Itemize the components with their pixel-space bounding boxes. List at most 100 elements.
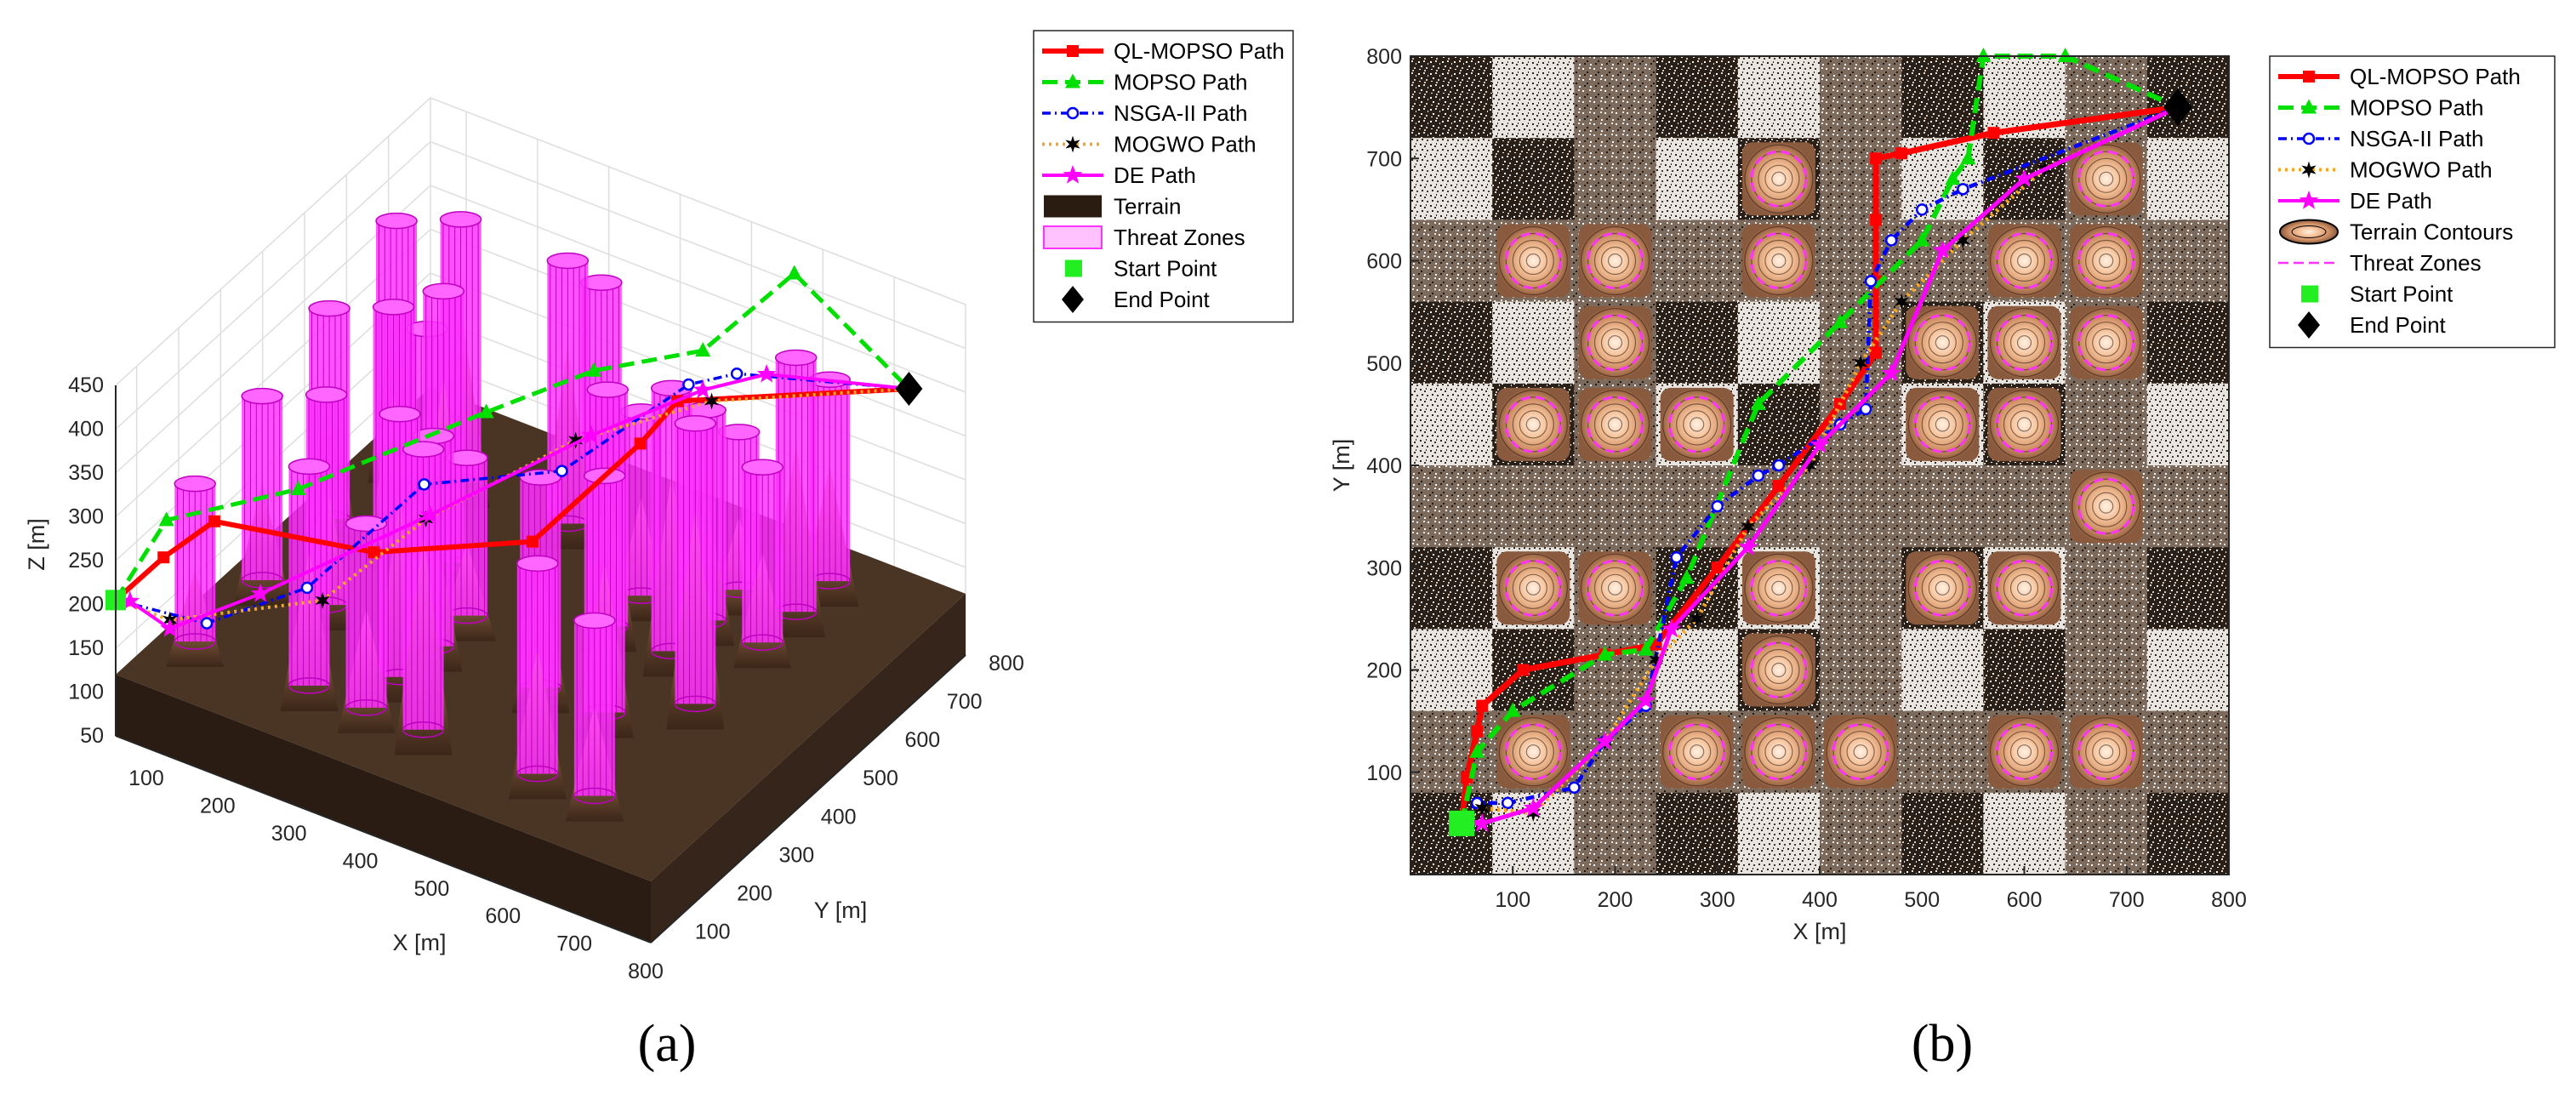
threat-zone-circle bbox=[2077, 232, 2135, 289]
threat-zone bbox=[1578, 224, 1652, 298]
terrain-contour-ring bbox=[1764, 164, 1793, 193]
terrain-contour-ring bbox=[1498, 717, 1568, 787]
terrain-contour-ring bbox=[1525, 417, 1541, 432]
terrain-contour-ring bbox=[1519, 246, 1547, 276]
y-tick-label: 100 bbox=[1366, 761, 1402, 785]
legend-marker bbox=[1065, 135, 1080, 153]
threat-zone-circle bbox=[1913, 559, 1971, 617]
y-axis-label-b: Y [m] bbox=[1329, 439, 1354, 493]
terrain-tile bbox=[1492, 138, 1575, 220]
terrain-contour-ring bbox=[1600, 573, 1630, 602]
terrain-mound bbox=[1906, 387, 1980, 461]
path-2d-marker bbox=[1802, 457, 1817, 474]
terrain-contour-ring bbox=[2009, 246, 2039, 276]
terrain-mound bbox=[1496, 551, 1570, 625]
terrain-contour-ring bbox=[1839, 731, 1882, 773]
terrain-contour-ring bbox=[2085, 485, 2128, 527]
path-3d-marker bbox=[786, 265, 802, 280]
terrain-mound bbox=[1660, 387, 1734, 461]
path-2d-marker bbox=[1472, 812, 1492, 832]
threat-cylinder bbox=[241, 387, 283, 589]
terrain-contour-ring bbox=[1525, 744, 1541, 760]
terrain-mound bbox=[1741, 715, 1815, 789]
terrain-mound bbox=[1660, 715, 1734, 789]
threat-cylinder-bottom bbox=[345, 699, 388, 716]
threat-zone bbox=[1906, 305, 1980, 379]
z-tick-label: 350 bbox=[68, 461, 104, 485]
terrain-tile bbox=[1656, 629, 1739, 712]
path-3d-marker bbox=[585, 362, 601, 377]
path-2d-marker bbox=[2015, 168, 2034, 188]
threat-cylinder-bottom bbox=[402, 721, 445, 738]
threat-zone-circle bbox=[1504, 723, 1562, 781]
terrain-contour-ring bbox=[2085, 322, 2128, 364]
path-2d-4 bbox=[1462, 105, 2179, 826]
terrain-contour-ring bbox=[1512, 403, 1554, 446]
terrain-contour-ring bbox=[1989, 390, 2060, 459]
terrain-contour-ring bbox=[1853, 744, 1868, 760]
terrain-contour-ring bbox=[1683, 738, 1712, 767]
terrain-contour-ring bbox=[1512, 567, 1554, 609]
path-3d-marker bbox=[682, 378, 695, 391]
path-2d-marker bbox=[1987, 127, 2000, 140]
terrain-contour-ring bbox=[1928, 410, 1957, 439]
y-tick-label: 100 bbox=[695, 920, 731, 943]
legend-label: NSGA-II Path bbox=[2350, 126, 2484, 151]
x-tick-label: 400 bbox=[343, 849, 379, 873]
terrain-contour-ring bbox=[1580, 390, 1650, 459]
z-tick-label: 150 bbox=[68, 636, 104, 660]
legend-label: MOGWO Path bbox=[2350, 157, 2493, 183]
legend-label: End Point bbox=[1114, 287, 1211, 312]
threat-zone-circle bbox=[1750, 232, 1808, 289]
terrain-tile bbox=[2146, 547, 2230, 630]
y-tick-label: 500 bbox=[863, 767, 898, 790]
terrain-tile bbox=[2065, 629, 2148, 712]
terrain-mound bbox=[1987, 551, 2061, 625]
x-tick-label: 300 bbox=[1700, 888, 1735, 912]
terrain-contour-ring bbox=[2003, 239, 2046, 282]
path-2d-marker bbox=[1638, 641, 1654, 656]
threat-zone bbox=[1578, 387, 1652, 461]
path-2d-marker bbox=[1932, 240, 1952, 259]
threat-zone-circle bbox=[1587, 559, 1644, 617]
x-tick-label: 700 bbox=[556, 932, 592, 956]
terrain-tile bbox=[1411, 301, 1493, 385]
terrain-contour-ring bbox=[1935, 580, 1950, 596]
terrain-contour-ring bbox=[2003, 731, 2046, 773]
path-2d-marker bbox=[1523, 797, 1543, 817]
terrain-tile bbox=[2146, 301, 2230, 385]
terrain-contour-ring bbox=[1758, 648, 1800, 692]
path-2d-marker bbox=[1870, 214, 1883, 226]
path-3d-marker bbox=[208, 515, 220, 527]
path-2d-marker bbox=[1517, 664, 1530, 676]
threat-zone bbox=[1496, 715, 1570, 789]
terrain-tile bbox=[1983, 792, 2066, 875]
threat-cylinder-top bbox=[586, 381, 629, 398]
threat-zone bbox=[1741, 224, 1815, 298]
terrain-tile bbox=[1411, 138, 1493, 220]
terrain-mound bbox=[2069, 224, 2143, 298]
z-tick-label: 250 bbox=[68, 549, 104, 573]
legend-threat-swatch bbox=[1043, 225, 1103, 249]
terrain-contour-ring bbox=[1764, 246, 1793, 276]
terrain-mound bbox=[1987, 305, 2061, 379]
terrain-tile bbox=[1820, 465, 1902, 548]
threat-zone bbox=[1496, 551, 1570, 625]
terrain-tile bbox=[1411, 383, 1493, 466]
threat-cylinder bbox=[573, 612, 616, 805]
terrain-contour-ring bbox=[1846, 738, 1875, 767]
legend-label: Threat Zones bbox=[2350, 250, 2482, 276]
threat-cylinder-top bbox=[308, 299, 350, 317]
terrain-contour-ring bbox=[1505, 396, 1561, 453]
legend-label: DE Path bbox=[2350, 188, 2432, 214]
threat-zone-circle bbox=[1504, 232, 1562, 289]
legend-label: MOPSO Path bbox=[1114, 70, 1248, 95]
terrain-contour-ring bbox=[1921, 322, 1963, 364]
path-2d-marker bbox=[1870, 346, 1883, 359]
path-2d-marker bbox=[1711, 561, 1724, 574]
x-axis-label-a: X [m] bbox=[392, 930, 446, 955]
path-2d-marker bbox=[1859, 402, 1872, 416]
terrain-contour-ring bbox=[1764, 738, 1793, 767]
terrain-tile bbox=[2065, 792, 2148, 875]
path-2d-marker bbox=[1471, 725, 1484, 738]
